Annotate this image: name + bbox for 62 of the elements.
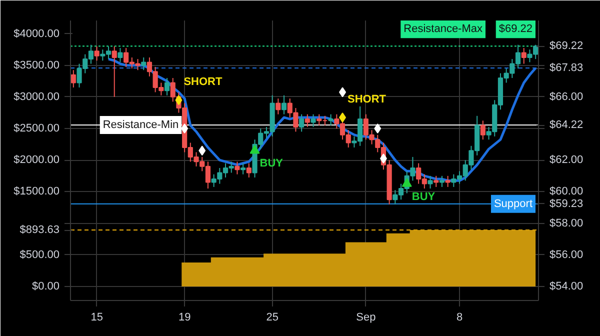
point xyxy=(374,124,382,134)
y2-tick-label: $2000.00 xyxy=(14,154,60,166)
point xyxy=(181,124,188,134)
y-tick-label: $69.22 xyxy=(550,40,584,52)
legend-label: Resistance-Max xyxy=(404,23,483,36)
y-tick-label: $58.00 xyxy=(550,217,584,230)
y-tick-label: $62.00 xyxy=(550,154,584,166)
candlestick xyxy=(276,98,281,115)
x-tick-label: Sep xyxy=(356,312,376,324)
candlestick xyxy=(445,175,450,188)
candlestick xyxy=(94,46,100,62)
candlestick xyxy=(434,175,439,188)
x-tick-label: 25 xyxy=(266,312,278,324)
y-tick-label: $56.00 xyxy=(550,248,584,261)
y-tick-label: $66.00 xyxy=(550,90,584,103)
candlestick xyxy=(439,175,445,188)
x-tick-label: 15 xyxy=(90,312,103,324)
y2-tick-label: $3000.00 xyxy=(14,90,60,103)
candlestick xyxy=(281,94,287,115)
candlestick xyxy=(164,77,170,96)
x-tick-label: 19 xyxy=(178,312,191,324)
series-label: SHORT xyxy=(184,76,223,88)
y2-tick-label: $500.00 xyxy=(20,248,60,261)
y2-tick-label: $0.00 xyxy=(32,280,60,292)
candlestick xyxy=(118,47,123,63)
y2-tick-label: $1500.00 xyxy=(14,186,60,198)
text: BUY xyxy=(412,190,436,203)
point xyxy=(175,95,182,106)
x-tick-label: 8 xyxy=(456,312,463,324)
candlestick xyxy=(141,56,146,71)
ref-line-label: Support xyxy=(494,198,533,210)
series-label: BUY xyxy=(260,158,284,170)
candlestick xyxy=(328,114,334,126)
candlestick xyxy=(234,161,240,175)
y-tick-label: $60.00 xyxy=(550,186,584,198)
y-tick-label: $64.22 xyxy=(550,119,584,132)
candlestick xyxy=(480,120,486,140)
candlestick xyxy=(240,162,246,175)
text: SHORT xyxy=(348,93,386,106)
candlestick xyxy=(304,114,310,128)
y2-tick-label: $893.63 xyxy=(20,224,60,236)
y2-tick-label: $4000.00 xyxy=(14,28,60,40)
ref-line-label: Resistance-Min xyxy=(102,119,179,132)
y-tick-label: $59.23 xyxy=(550,198,584,210)
candlestick xyxy=(112,46,117,98)
annotation: $69.22 xyxy=(498,23,533,36)
candlestick xyxy=(246,162,252,178)
candlestick xyxy=(70,70,76,88)
candlestick xyxy=(310,114,316,128)
point xyxy=(339,87,346,98)
y-tick-label: $67.83 xyxy=(550,62,584,74)
point xyxy=(250,144,260,154)
candlestick xyxy=(521,47,526,64)
point xyxy=(198,146,206,156)
point xyxy=(339,112,346,122)
y2-tick-label: $2500.00 xyxy=(14,122,60,135)
point xyxy=(402,178,412,187)
y2-tick-label: $3500.00 xyxy=(14,59,60,72)
y-tick-label: $54.00 xyxy=(550,280,584,292)
candlestick xyxy=(299,114,304,132)
candlestick xyxy=(428,175,433,190)
point xyxy=(380,154,387,164)
